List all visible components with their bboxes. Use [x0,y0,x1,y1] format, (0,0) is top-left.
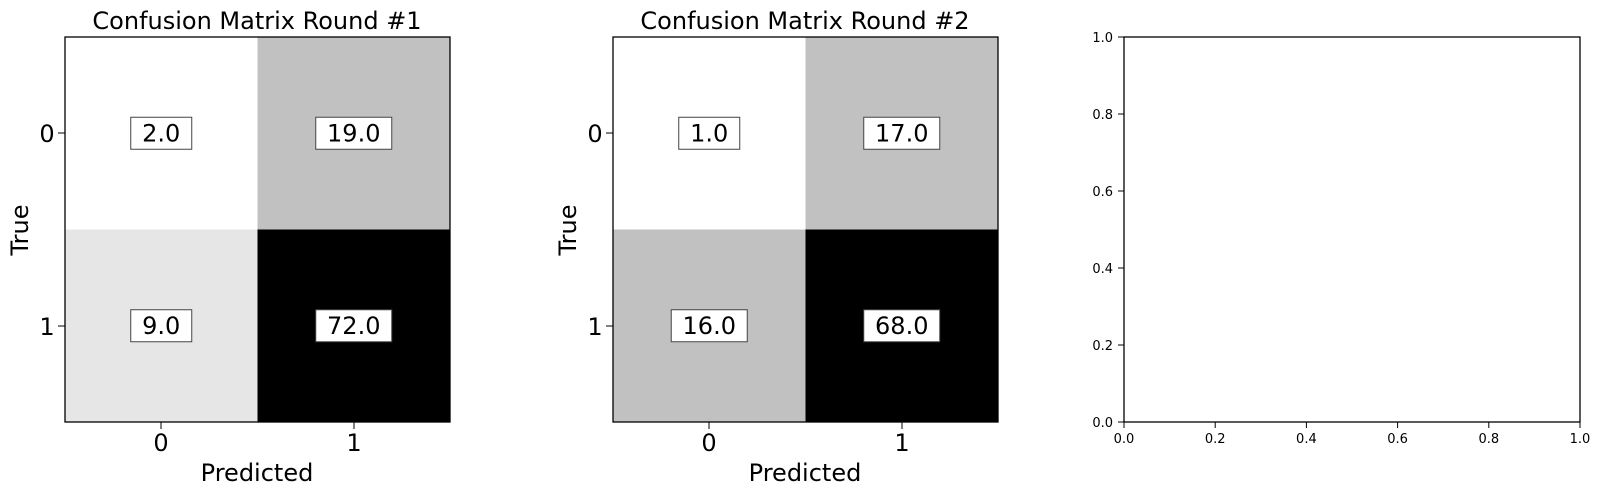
y-tick-label: 1.0 [1092,31,1113,46]
cell-value-box [670,309,748,343]
cell-value-label: 19.0 [327,119,380,147]
x-tick-label: 0 [153,429,168,457]
cell-value-box [130,309,193,343]
y-tick-label: 0.4 [1092,262,1113,277]
empty-axes: 0.0 0.2 0.4 0.6 0.8 1.0 0.0 0.2 0.4 0.6 … [1092,31,1590,447]
confusion-matrix-round-1: Confusion Matrix Round #1 2.0 19.0 9.0 72.0… [6,7,451,487]
chart-title: Confusion Matrix Round #1 [92,7,421,35]
x-tick-label: 0.4 [1296,432,1317,447]
y-ticks: 0 1 [39,120,65,341]
cell-value-label: 9.0 [142,312,180,340]
cell-value-box [863,116,941,150]
x-tick-label: 0.8 [1478,432,1499,447]
cell-value-label: 1.0 [690,119,728,147]
cell-value-label: 17.0 [875,119,928,147]
heatmap-cells: 1.0 17.0 16.0 68.0 [613,37,998,422]
x-tick-label: 1 [894,429,909,457]
plot-frame [1123,36,1581,423]
x-tick-label: 1 [346,429,361,457]
plot-frame [64,36,451,423]
y-tick-label: 0.8 [1092,108,1113,123]
x-ticks: 0 1 [153,422,362,457]
chart-title: Confusion Matrix Round #2 [640,7,969,35]
y-tick-label: 1 [587,313,602,341]
x-tick-label: 1.0 [1570,432,1591,447]
y-tick-label: 0.2 [1092,339,1113,354]
cell-value-box [315,116,393,150]
y-tick-label: 0 [587,120,602,148]
cell-value-label: 2.0 [142,119,180,147]
y-tick-label: 0.0 [1092,416,1113,431]
x-tick-label: 0.0 [1114,432,1135,447]
x-ticks: 0.0 0.2 0.4 0.6 0.8 1.0 [1114,422,1591,447]
x-tick-label: 0.2 [1205,432,1226,447]
y-tick-label: 1 [39,313,54,341]
x-axis-label: Predicted [749,459,862,487]
y-tick-label: 0.6 [1092,185,1113,200]
cell-value-box [315,309,393,343]
cell-value-label: 16.0 [683,312,736,340]
y-axis-label: True [6,205,34,257]
x-axis-label: Predicted [201,459,314,487]
x-ticks: 0 1 [701,422,910,457]
x-tick-label: 0 [701,429,716,457]
cell-value-label: 72.0 [327,312,380,340]
y-axis-label: True [554,205,582,257]
y-ticks: 0 1 [587,120,613,341]
x-tick-label: 0.6 [1387,432,1408,447]
cell-value-label: 68.0 [875,312,928,340]
cell-value-box [130,116,193,150]
cell-value-box [863,309,941,343]
y-tick-label: 0 [39,120,54,148]
heatmap-cells: 2.0 19.0 9.0 72.0 [65,37,450,422]
y-ticks: 0.0 0.2 0.4 0.6 0.8 1.0 [1092,31,1124,431]
cell-value-box [678,116,741,150]
confusion-matrix-round-2: Confusion Matrix Round #2 1.0 17.0 16.0 68.… [554,7,999,487]
plot-frame [612,36,999,423]
